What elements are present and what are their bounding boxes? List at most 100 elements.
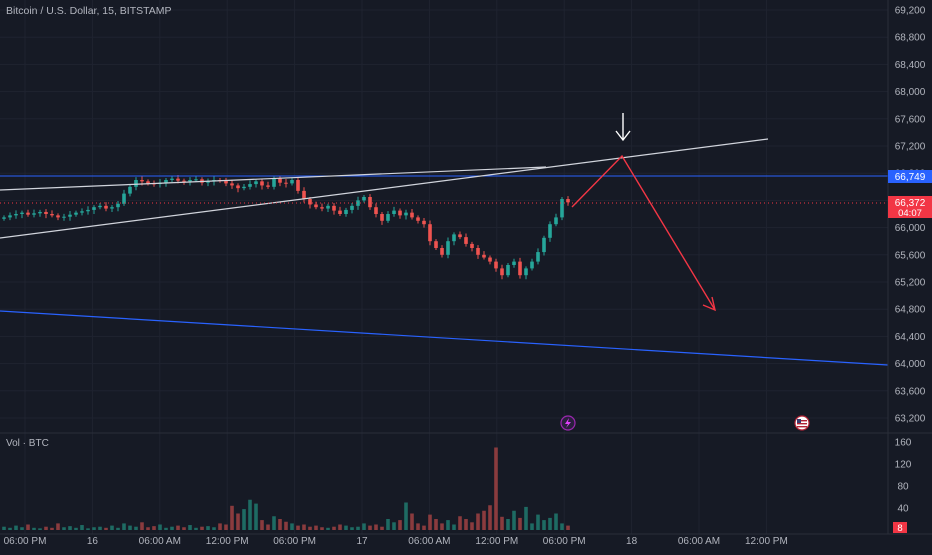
candle-body bbox=[134, 180, 138, 187]
volume-bar bbox=[308, 526, 312, 530]
candle-body bbox=[302, 190, 306, 200]
time-axis[interactable]: 06:00 PM 16 06:00 AM 12:00 PM 06:00 PM 17 06:0… bbox=[4, 536, 788, 547]
candle-body bbox=[44, 211, 48, 214]
volume-bar bbox=[56, 523, 60, 530]
price-tick-label: 64,400 bbox=[895, 332, 926, 343]
volume-bar bbox=[8, 527, 12, 530]
last-volume-text: 8 bbox=[897, 523, 902, 534]
volume-bar bbox=[80, 525, 84, 530]
last-price-text: 66,372 bbox=[895, 198, 926, 209]
volume-bar bbox=[452, 524, 456, 530]
volume-bar bbox=[350, 527, 354, 530]
candle-body bbox=[398, 210, 402, 216]
candle-body bbox=[14, 214, 18, 216]
time-tick-label: 06:00 AM bbox=[139, 536, 181, 547]
rising-trendline-lower[interactable] bbox=[0, 138, 769, 239]
candle-body bbox=[470, 243, 474, 248]
candle-body bbox=[266, 185, 270, 187]
volume-bar bbox=[254, 503, 258, 530]
price-tick-label: 66,000 bbox=[895, 223, 926, 234]
candle-body bbox=[254, 181, 258, 185]
candle-body bbox=[314, 204, 318, 208]
volume-bar bbox=[398, 520, 402, 530]
volume-bar bbox=[230, 505, 234, 530]
down-arrow-head bbox=[615, 130, 631, 142]
volume-bar bbox=[74, 527, 78, 530]
volume-bar bbox=[518, 517, 522, 530]
volume-bar bbox=[494, 447, 498, 530]
candle-body bbox=[86, 209, 90, 212]
last-volume-label: 8 bbox=[893, 522, 907, 534]
candle-body bbox=[494, 261, 498, 269]
volume-bar bbox=[278, 519, 282, 530]
time-tick-label: 06:00 PM bbox=[273, 536, 316, 547]
candle-body bbox=[8, 215, 12, 218]
candle-body bbox=[164, 180, 168, 183]
candle-body bbox=[548, 224, 552, 238]
volume-bar bbox=[368, 525, 372, 530]
price-tick-label: 68,000 bbox=[895, 87, 926, 98]
price-tick-label: 69,200 bbox=[895, 6, 926, 17]
volume-pane-label[interactable]: Vol · BTC bbox=[6, 438, 49, 449]
volume-bar bbox=[500, 516, 504, 530]
volume-bar bbox=[170, 526, 174, 530]
volume-bars bbox=[2, 447, 570, 530]
volume-bar bbox=[158, 524, 162, 530]
candle-body bbox=[368, 197, 372, 208]
candle-body bbox=[26, 212, 30, 215]
candle-body bbox=[80, 211, 84, 213]
candle-body bbox=[170, 178, 174, 180]
candle-body bbox=[380, 214, 384, 221]
volume-bar bbox=[542, 520, 546, 530]
price-tick-label: 68,400 bbox=[895, 60, 926, 71]
volume-bar bbox=[194, 527, 198, 530]
candle-body bbox=[542, 237, 546, 253]
candle-body bbox=[32, 213, 36, 215]
time-tick-label: 16 bbox=[87, 536, 99, 547]
hline-price-text: 66,749 bbox=[895, 172, 926, 183]
candle-body bbox=[320, 207, 324, 209]
volume-axis[interactable]: 160 120 80 40 bbox=[895, 438, 912, 515]
volume-bar bbox=[374, 524, 378, 530]
candle-body bbox=[248, 184, 252, 187]
candle-body bbox=[308, 199, 312, 205]
candle-body bbox=[206, 181, 210, 183]
volume-bar bbox=[554, 513, 558, 530]
candle-body bbox=[116, 203, 120, 208]
candle-body bbox=[518, 261, 522, 276]
volume-bar bbox=[98, 526, 102, 530]
time-tick-label: 06:00 AM bbox=[408, 536, 450, 547]
candle-body bbox=[416, 217, 420, 221]
candle-body bbox=[62, 216, 66, 218]
symbol-title[interactable]: Bitcoin / U.S. Dollar, 15, BITSTAMP bbox=[6, 5, 172, 17]
volume-bar bbox=[506, 519, 510, 530]
volume-bar bbox=[176, 525, 180, 530]
volume-bar bbox=[344, 525, 348, 530]
candle-body bbox=[452, 234, 456, 242]
volume-bar bbox=[2, 526, 6, 530]
candle-body bbox=[428, 224, 432, 242]
candle-body bbox=[482, 254, 486, 258]
volume-tick-label: 160 bbox=[895, 438, 912, 449]
candle-body bbox=[530, 261, 534, 269]
blue-lower-line[interactable] bbox=[0, 310, 889, 366]
candle-body bbox=[284, 182, 288, 184]
volume-bar bbox=[440, 523, 444, 530]
volume-bar bbox=[14, 525, 18, 530]
candle-body bbox=[68, 214, 72, 217]
volume-bar bbox=[218, 523, 222, 530]
volume-bar bbox=[134, 526, 138, 530]
volume-bar bbox=[266, 524, 270, 530]
volume-bar bbox=[164, 527, 168, 530]
volume-bar bbox=[128, 525, 132, 530]
lightning-event-icon[interactable] bbox=[560, 415, 576, 431]
volume-bar bbox=[290, 523, 294, 530]
rising-trendline-upper[interactable] bbox=[0, 166, 547, 191]
projection-arrow[interactable] bbox=[571, 154, 716, 311]
time-tick-label: 06:00 PM bbox=[543, 536, 586, 547]
projection-arrowhead bbox=[702, 296, 716, 312]
us-flag-event-icon[interactable] bbox=[794, 415, 810, 431]
